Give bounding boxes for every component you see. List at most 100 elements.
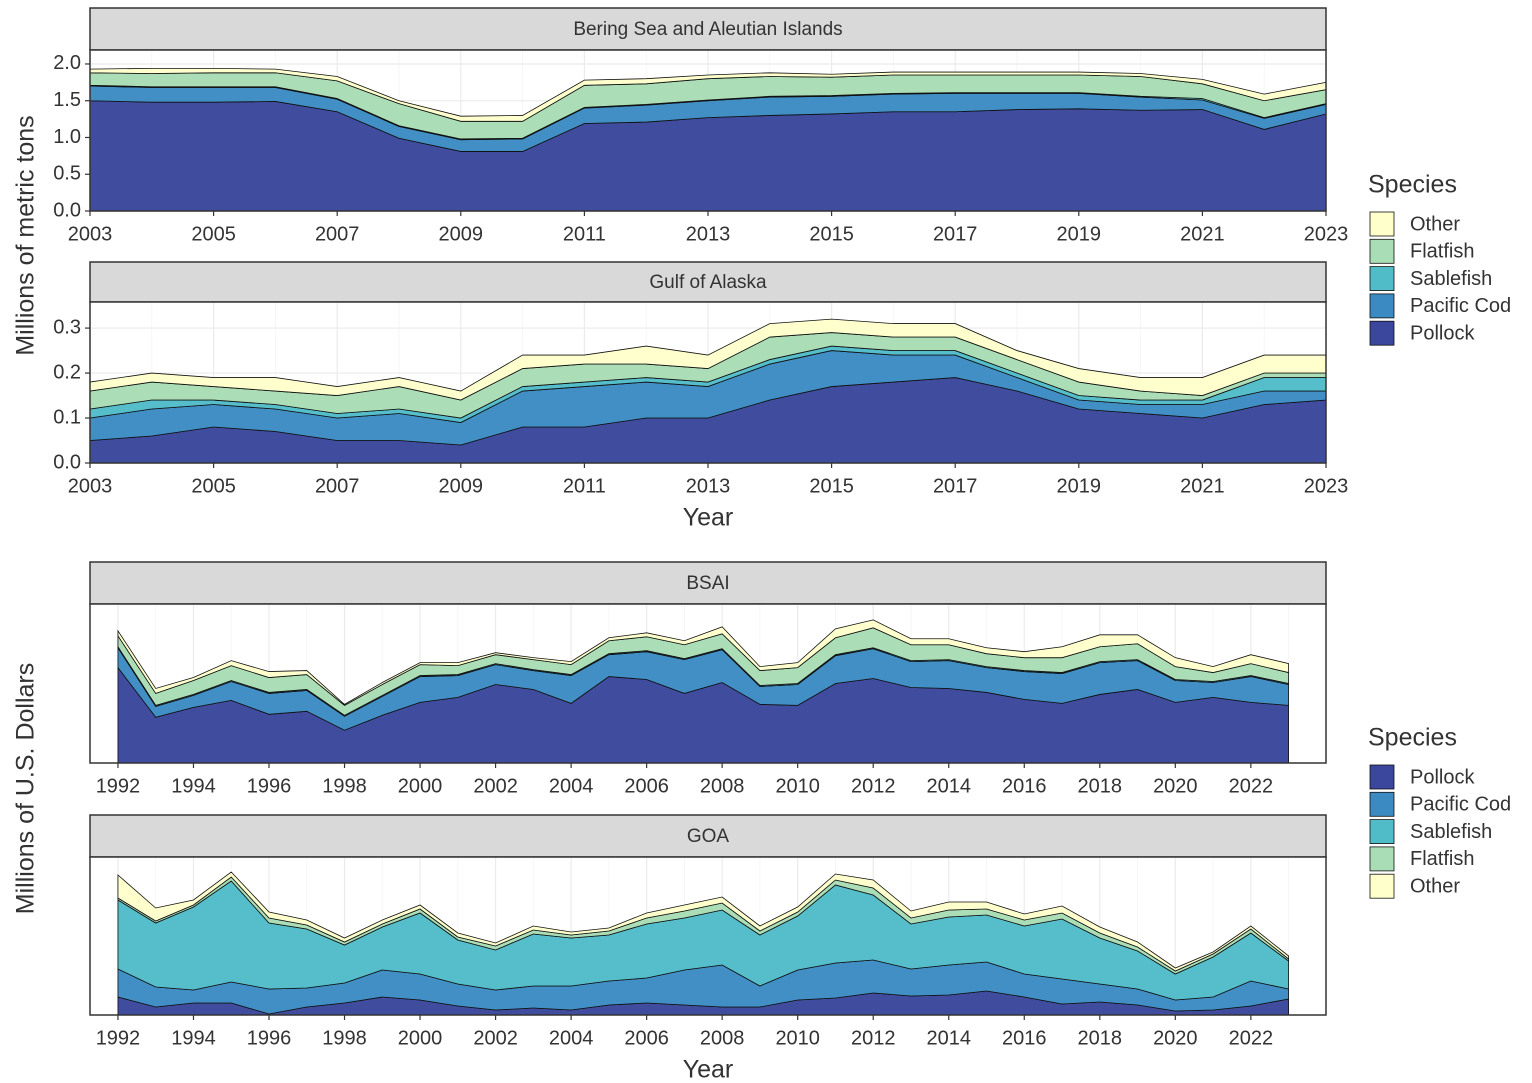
legend-label: Pollock [1410, 766, 1475, 788]
x-tick-label: 2006 [624, 775, 669, 797]
x-tick-label: 1992 [96, 775, 141, 797]
x-tick-label: 2007 [315, 223, 360, 245]
y-tick-label: 0.0 [53, 451, 81, 473]
x-tick-label: 2015 [809, 223, 854, 245]
x-tick-label: 2010 [775, 1027, 820, 1049]
x-tick-label: 2009 [439, 223, 484, 245]
y-tick-label: 1.0 [53, 126, 81, 148]
x-tick-label: 2005 [191, 475, 236, 497]
x-axis-title: Year [683, 504, 734, 532]
x-tick-label: 1994 [171, 1027, 216, 1049]
legend-key [1369, 873, 1395, 899]
x-tick-label: 2007 [315, 475, 360, 497]
legend-label: Sablefish [1410, 821, 1492, 843]
legend-label: Pacific Cod [1410, 295, 1511, 317]
legend-label: Sablefish [1410, 268, 1492, 290]
x-tick-label: 2014 [926, 1027, 971, 1049]
x-tick-label: 2022 [1229, 1027, 1274, 1049]
x-tick-label: 2020 [1153, 1027, 1198, 1049]
x-tick-label: 2011 [563, 223, 606, 245]
y-tick-label: 0.5 [53, 163, 81, 185]
strip [89, 561, 1327, 605]
x-tick-label: 2017 [933, 475, 978, 497]
y-tick-label: 2.0 [53, 52, 81, 74]
x-tick-label: 1992 [96, 1027, 141, 1049]
legend-key [1369, 320, 1395, 346]
x-tick-label: 2016 [1002, 775, 1047, 797]
panel-title: GOA [687, 826, 730, 847]
legend-label: Flatfish [1410, 848, 1474, 870]
x-tick-label: 2019 [1057, 475, 1102, 497]
x-tick-label: 2022 [1229, 775, 1274, 797]
x-axis-title: Year [683, 1056, 734, 1083]
x-tick-label: 2006 [624, 1027, 669, 1049]
x-tick-label: 2003 [68, 475, 113, 497]
x-tick-label: 2021 [1180, 475, 1225, 497]
x-tick-label: 2014 [926, 775, 971, 797]
x-tick-label: 2015 [809, 475, 854, 497]
x-tick-label: 1998 [322, 775, 367, 797]
legend-label: Other [1410, 875, 1460, 897]
x-tick-label: 2004 [549, 1027, 594, 1049]
panel-border [89, 856, 1327, 1016]
y-tick-label: 0.1 [53, 406, 81, 428]
x-tick-label: 1996 [247, 1027, 292, 1049]
x-tick-label: 2012 [851, 1027, 896, 1049]
x-tick-label: 2011 [563, 475, 606, 497]
legend-title: Species [1368, 724, 1457, 752]
x-tick-label: 2010 [775, 775, 820, 797]
x-tick-label: 2021 [1180, 223, 1225, 245]
legend-key [1369, 819, 1395, 844]
legend-key [1369, 211, 1395, 237]
x-tick-label: 2004 [549, 775, 594, 797]
x-tick-label: 2018 [1078, 1027, 1123, 1049]
x-tick-label: 2008 [700, 1027, 745, 1049]
strip [89, 814, 1327, 858]
y-tick-label: 1.5 [53, 89, 81, 111]
x-tick-label: 2023 [1304, 223, 1349, 245]
area [117, 619, 1290, 706]
x-tick-label: 1994 [171, 775, 216, 797]
x-tick-label: 2023 [1304, 475, 1349, 497]
x-tick-label: 1998 [322, 1027, 367, 1049]
x-tick-label: 2008 [700, 775, 745, 797]
x-tick-label: 2009 [439, 475, 484, 497]
y-tick-label: 0.0 [53, 199, 81, 221]
x-tick-label: 2013 [686, 475, 731, 497]
legend-label: Pollock [1410, 322, 1475, 344]
x-tick-label: 1996 [247, 775, 292, 797]
panel-title: BSAI [686, 573, 729, 594]
panel-border [89, 603, 1327, 764]
x-tick-label: 2013 [686, 223, 731, 245]
y-tick-label: 0.3 [53, 316, 81, 338]
strip [89, 261, 1327, 303]
legend-key [1369, 791, 1395, 817]
legend-title: Species [1368, 171, 1457, 199]
legend-key [1369, 266, 1395, 292]
x-tick-label: 2000 [398, 1027, 443, 1049]
x-tick-label: 2002 [473, 775, 518, 797]
x-tick-label: 2012 [851, 775, 896, 797]
panel-title: Gulf of Alaska [649, 272, 767, 293]
x-tick-label: 2003 [68, 223, 113, 245]
panel-title: Bering Sea and Aleutian Islands [573, 19, 842, 40]
area [117, 871, 1290, 972]
y-tick-label: 0.2 [53, 361, 81, 383]
x-tick-label: 2016 [1002, 1027, 1047, 1049]
legend-label: Other [1410, 213, 1460, 235]
x-tick-label: 2000 [398, 775, 443, 797]
x-tick-label: 2017 [933, 223, 978, 245]
legend-key [1369, 846, 1395, 872]
y-axis-title: Millions of U.S. Dollars [12, 663, 40, 914]
legend-key [1369, 293, 1395, 319]
legend-label: Flatfish [1410, 241, 1474, 263]
strip [89, 7, 1327, 51]
y-axis-title: Millions of metric tons [12, 115, 40, 355]
x-tick-label: 2005 [191, 223, 236, 245]
legend-label: Pacific Cod [1410, 794, 1511, 816]
legend-key [1369, 238, 1395, 264]
x-tick-label: 2019 [1057, 223, 1102, 245]
x-tick-label: 2018 [1078, 775, 1123, 797]
x-tick-label: 2020 [1153, 775, 1198, 797]
